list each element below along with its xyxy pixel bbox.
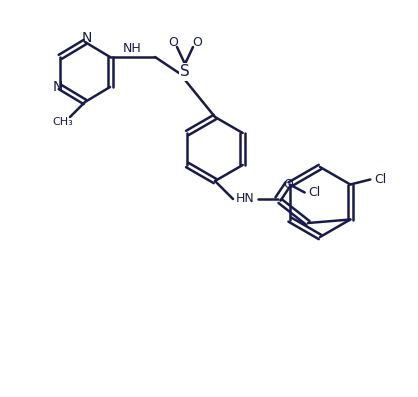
Text: CH₃: CH₃: [53, 117, 74, 127]
Text: N: N: [53, 80, 63, 94]
Text: HN: HN: [236, 193, 255, 206]
Text: S: S: [180, 64, 190, 79]
Text: N: N: [82, 31, 92, 45]
Text: Cl: Cl: [374, 173, 386, 186]
Text: NH: NH: [122, 42, 141, 56]
Text: O: O: [192, 35, 202, 48]
Text: O: O: [168, 35, 178, 48]
Text: O: O: [283, 177, 293, 191]
Text: Cl: Cl: [308, 186, 321, 199]
